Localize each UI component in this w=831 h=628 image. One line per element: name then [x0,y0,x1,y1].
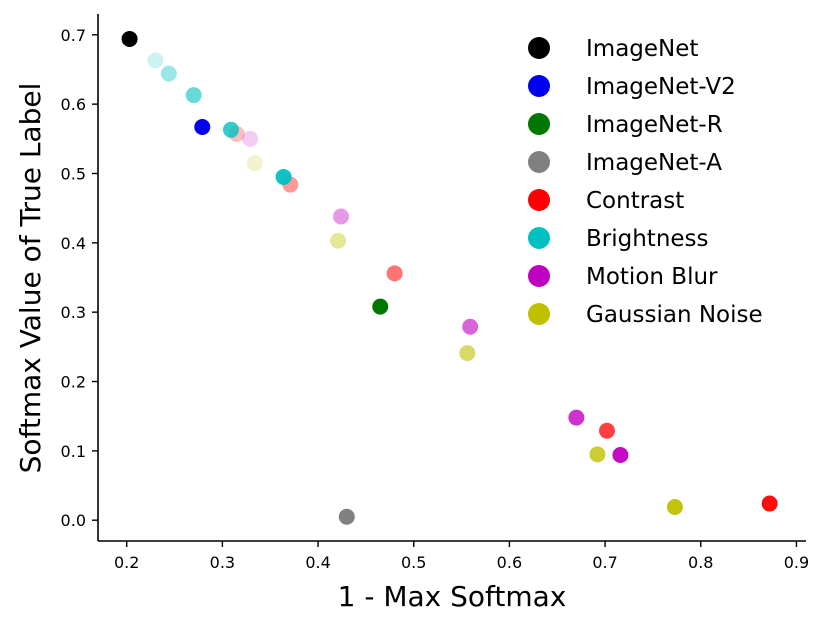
legend-marker-imagenet-v2 [528,75,550,97]
legend-marker-imagenet-r [528,113,550,135]
legend: ImageNet ImageNet-V2 ImageNet-R ImageNet-A C… [528,36,763,328]
legend-marker-gaussian-noise [528,303,550,325]
point-gaussian-noise [459,345,476,362]
data-points [121,30,778,525]
y-tick-label: 0.7 [61,26,86,45]
x-tick-label: 0.5 [401,553,426,572]
legend-marker-contrast [528,189,550,211]
y-tick-label: 0.6 [61,95,86,114]
x-tick-label: 0.3 [210,553,235,572]
x-tick-label: 0.6 [497,553,522,572]
legend-label-contrast: Contrast [586,188,684,214]
point-brightness [222,121,239,138]
x-tick-label: 0.8 [688,553,713,572]
point-gaussian-noise [589,446,606,463]
point-gaussian-noise [330,232,347,249]
axes [97,14,806,542]
legend-marker-motion-blur [528,265,550,287]
point-imagenet [121,30,138,47]
legend-label-motion-blur: Motion Blur [586,264,718,290]
point-motion-blur [242,130,259,147]
point-gaussian-noise [246,155,263,172]
y-tick-label: 0.4 [61,234,86,253]
legend-label-brightness: Brightness [586,226,709,252]
point-brightness [160,65,177,82]
point-motion-blur [612,447,629,464]
point-motion-blur [568,409,585,426]
point-imagenet-a [338,508,355,525]
y-tick-label: 0.2 [61,373,86,392]
x-ticks: 0.2 0.3 0.4 0.5 0.6 0.7 0.8 0.9 [114,541,809,572]
x-tick-label: 0.4 [305,553,330,572]
legend-marker-imagenet [528,37,550,59]
y-tick-label: 0.3 [61,303,86,322]
y-tick-label: 0.5 [61,164,86,183]
point-brightness [147,52,164,69]
point-motion-blur [462,318,479,335]
point-brightness [275,168,292,185]
point-imagenet-v2 [194,119,211,136]
legend-marker-brightness [528,227,550,249]
legend-label-imagenet: ImageNet [586,36,698,62]
y-ticks: 0.0 0.1 0.2 0.3 0.4 0.5 0.6 0.7 [61,26,98,530]
x-axis-label: 1 - Max Softmax [338,580,567,613]
point-motion-blur [333,208,350,225]
legend-label-imagenet-a: ImageNet-A [586,150,722,176]
x-tick-label: 0.7 [592,553,617,572]
point-contrast [598,422,615,439]
point-contrast [761,495,778,512]
legend-label-imagenet-v2: ImageNet-V2 [586,74,736,100]
legend-label-imagenet-r: ImageNet-R [586,112,723,138]
point-contrast [386,265,403,282]
point-brightness [185,87,202,104]
y-tick-label: 0.1 [61,442,86,461]
point-imagenet-r [372,298,389,315]
legend-marker-imagenet-a [528,151,550,173]
x-tick-label: 0.2 [114,553,139,572]
y-tick-label: 0.0 [61,511,86,530]
y-axis-label: Softmax Value of True Label [14,83,47,474]
x-tick-label: 0.9 [784,553,809,572]
legend-label-gaussian-noise: Gaussian Noise [586,302,763,328]
point-gaussian-noise [666,499,683,516]
